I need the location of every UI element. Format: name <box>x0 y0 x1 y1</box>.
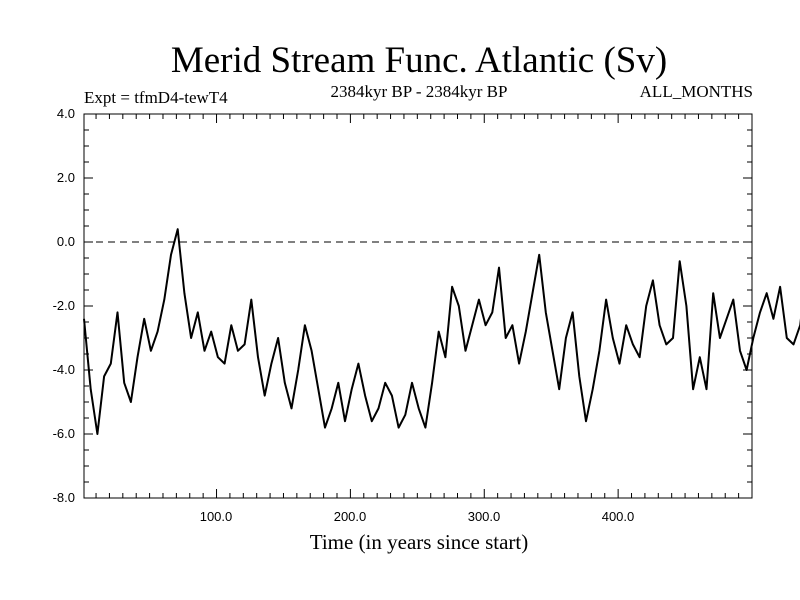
x-tick-label: 400.0 <box>602 509 635 524</box>
period-label: 2384kyr BP - 2384kyr BP <box>331 82 508 101</box>
y-tick-label: 0.0 <box>57 234 75 249</box>
y-tick-label: -4.0 <box>53 362 75 377</box>
plot-frame <box>83 113 753 499</box>
y-tick-label: 4.0 <box>57 106 75 121</box>
x-axis-title: Time (in years since start) <box>310 530 529 554</box>
y-tick-label: -6.0 <box>53 426 75 441</box>
y-tick-label: -8.0 <box>53 490 75 505</box>
y-tick-label: 2.0 <box>57 170 75 185</box>
x-tick-label: 100.0 <box>200 509 233 524</box>
tick-marks <box>84 113 752 499</box>
series-line <box>83 228 800 435</box>
experiment-label: Expt = tfmD4-tewT4 <box>84 88 228 107</box>
x-tick-label: 300.0 <box>468 509 501 524</box>
series-layer <box>83 228 800 435</box>
y-tick-label: -2.0 <box>53 298 75 313</box>
months-label: ALL_MONTHS <box>640 82 753 101</box>
x-tick-label: 200.0 <box>334 509 367 524</box>
chart-title: Merid Stream Func. Atlantic (Sv) <box>171 40 667 81</box>
